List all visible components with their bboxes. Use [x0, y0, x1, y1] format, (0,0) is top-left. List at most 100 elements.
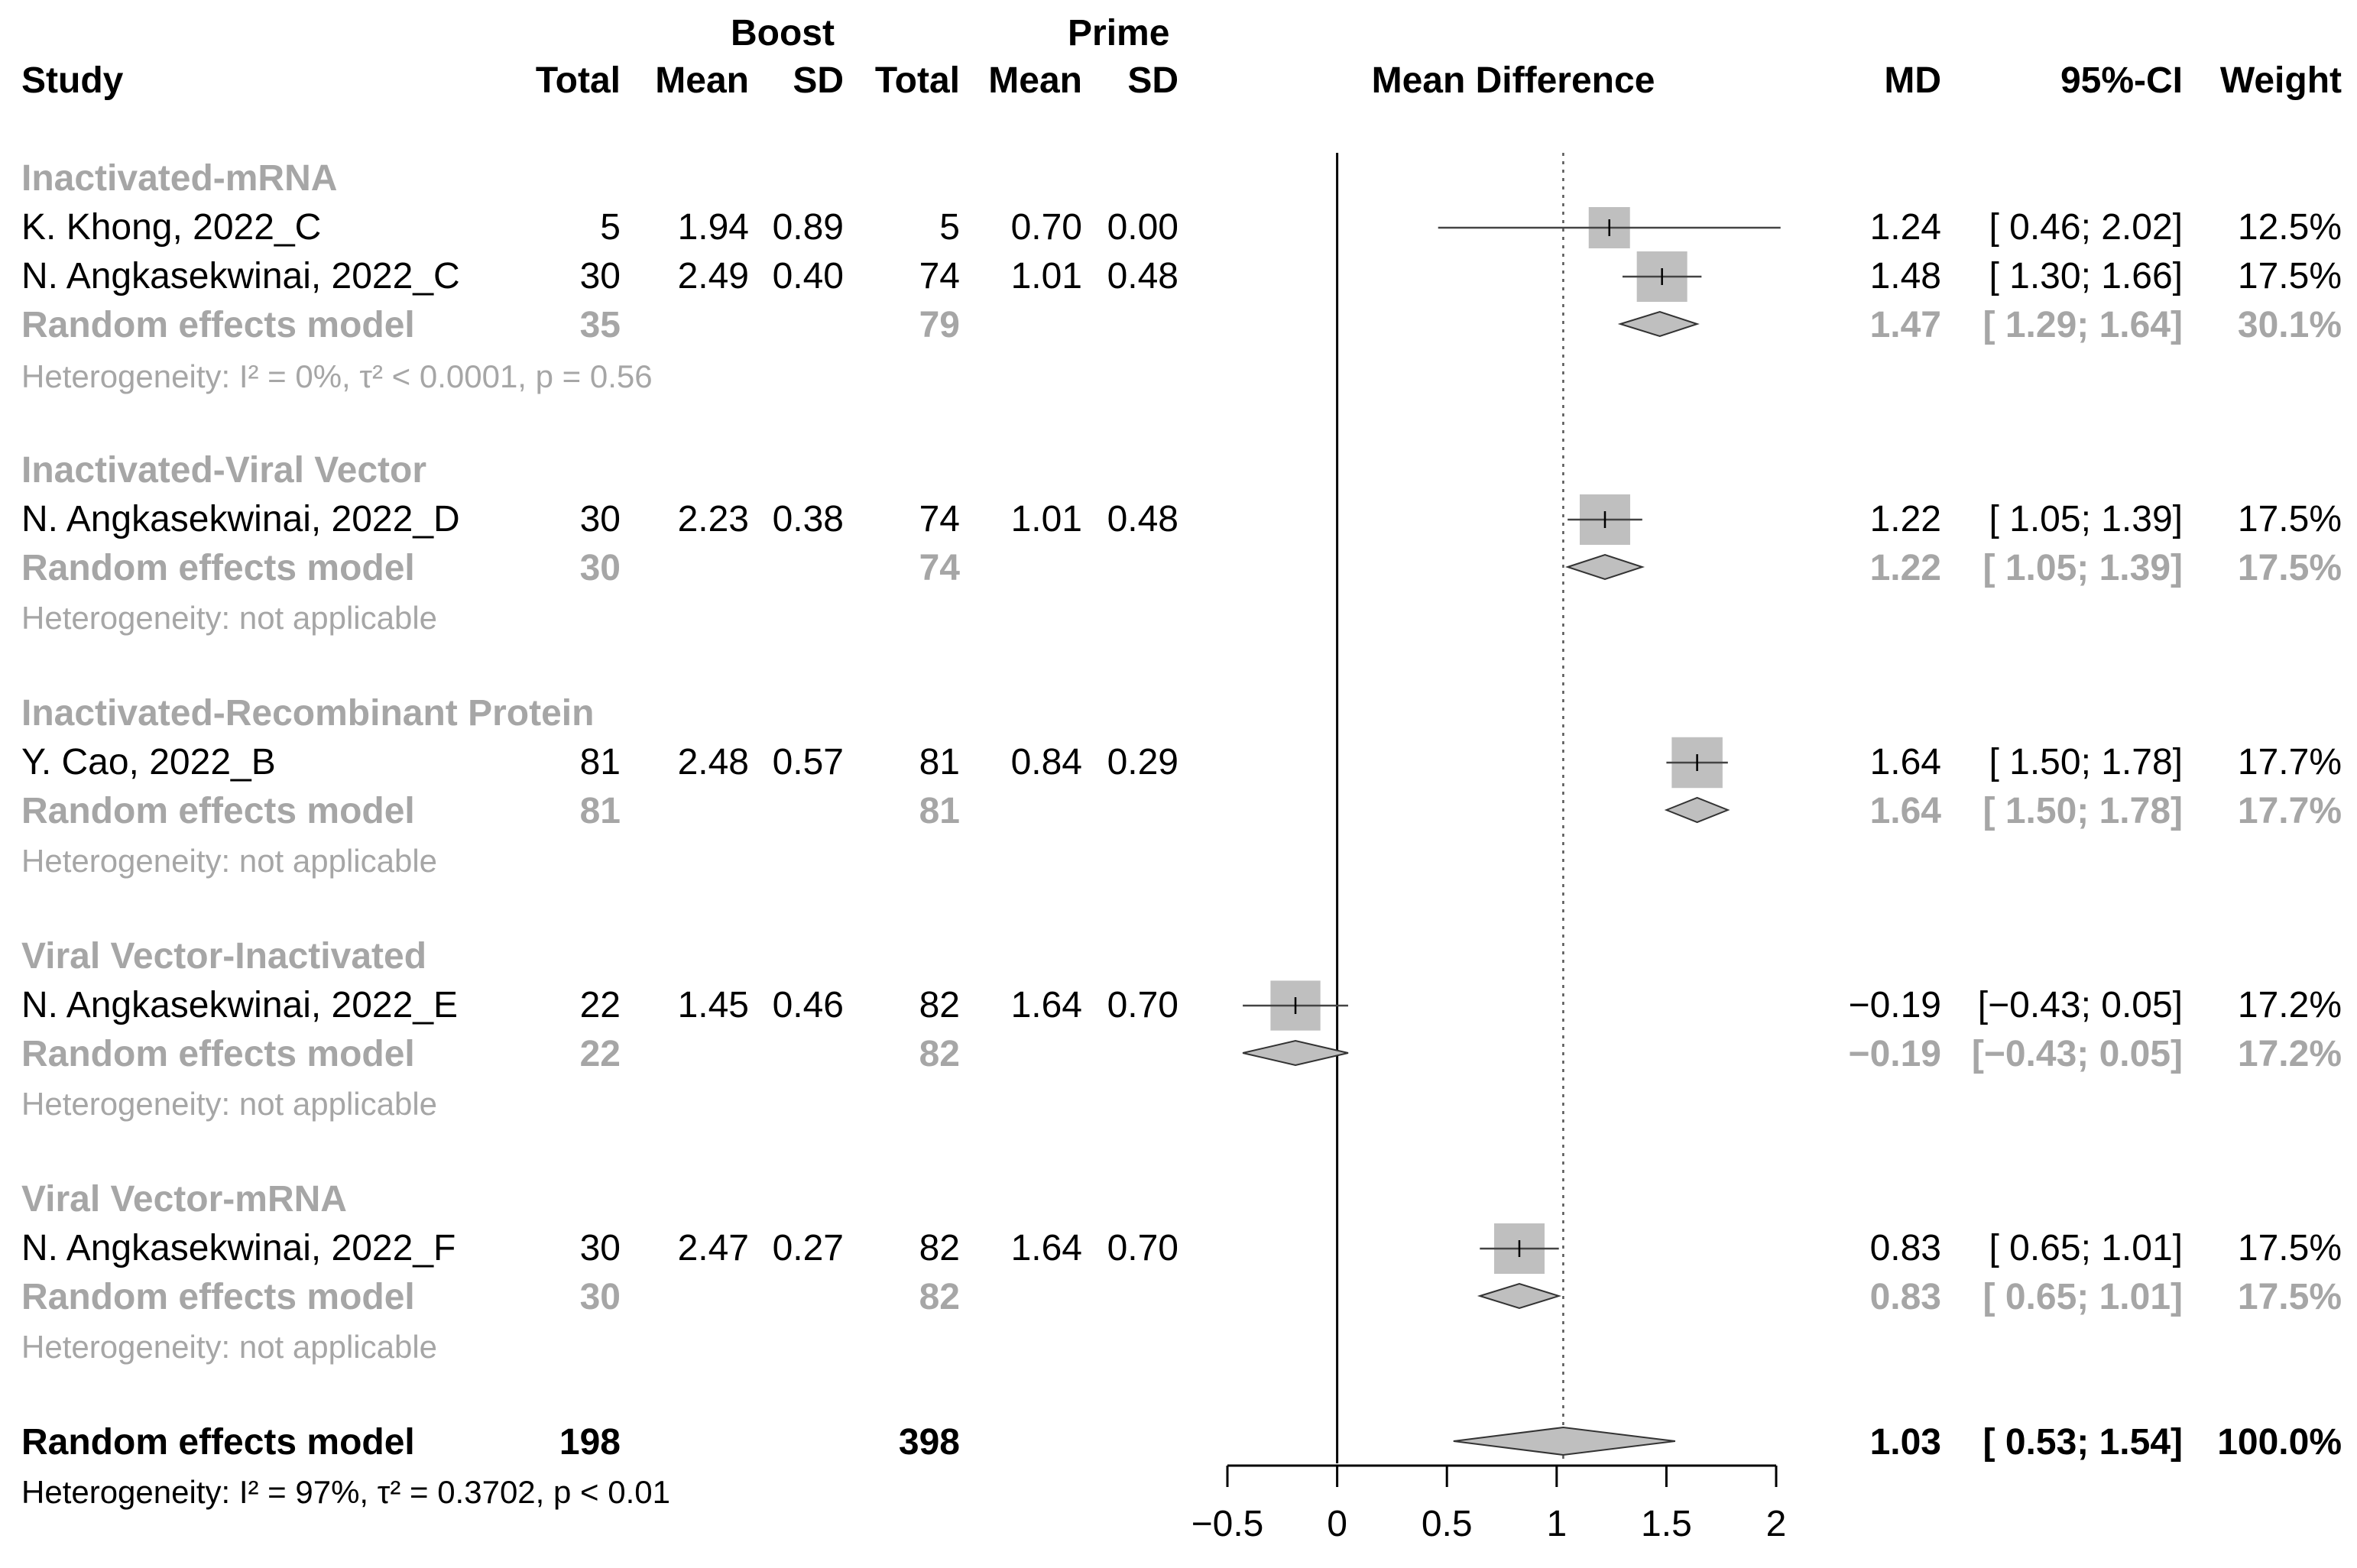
- header-study: Study: [21, 60, 124, 101]
- subgroup-ci: [−0.43; 0.05]: [1971, 1034, 2183, 1074]
- md-value: 1.24: [1869, 207, 1941, 248]
- overall-prime-total: 398: [898, 1422, 960, 1463]
- md-value: 1.48: [1869, 256, 1941, 296]
- prime-total: 74: [919, 499, 960, 539]
- subgroup-prime-total: 74: [919, 548, 960, 588]
- x-axis-tick-label: 0: [1327, 1504, 1347, 1544]
- subgroup-weight: 17.5%: [2237, 1277, 2342, 1317]
- header-prime: Prime: [1068, 13, 1170, 53]
- subgroup-prime-total: 79: [919, 305, 960, 345]
- ci-value: [ 0.65; 1.01]: [1989, 1228, 2183, 1268]
- study-label: N. Angkasekwinai, 2022_F: [21, 1228, 456, 1268]
- boost-sd: 0.27: [772, 1228, 844, 1268]
- weight-value: 17.7%: [2237, 742, 2342, 782]
- boost-mean: 2.49: [677, 256, 749, 296]
- ci-value: [ 1.05; 1.39]: [1989, 499, 2183, 539]
- subgroup-md: 0.83: [1869, 1277, 1941, 1317]
- x-axis-tick-label: 2: [1766, 1504, 1787, 1544]
- x-axis-tick-label: 1: [1546, 1504, 1567, 1544]
- prime-mean: 0.70: [1010, 207, 1082, 248]
- md-value: 1.22: [1869, 499, 1941, 539]
- prime-total: 82: [919, 1228, 960, 1268]
- subgroup-ci: [ 1.50; 1.78]: [1983, 791, 2183, 831]
- ci-value: [ 0.46; 2.02]: [1989, 207, 2183, 248]
- weight-value: 17.5%: [2237, 499, 2342, 539]
- group-label: Inactivated-mRNA: [21, 158, 338, 199]
- prime-total: 81: [919, 742, 960, 782]
- boost-mean: 2.47: [677, 1228, 749, 1268]
- boost-sd: 0.57: [772, 742, 844, 782]
- heterogeneity-text: Heterogeneity: not applicable: [21, 1086, 438, 1122]
- subgroup-md: −0.19: [1848, 1034, 1941, 1074]
- subgroup-prime-total: 82: [919, 1034, 960, 1074]
- header-md: MD: [1884, 60, 1941, 101]
- overall-boost-total: 198: [559, 1422, 621, 1463]
- heterogeneity-text: Heterogeneity: not applicable: [21, 1329, 438, 1365]
- prime-mean: 1.64: [1010, 1228, 1082, 1268]
- ci-value: [−0.43; 0.05]: [1977, 985, 2183, 1025]
- prime-total: 82: [919, 985, 960, 1025]
- boost-sd: 0.40: [772, 256, 844, 296]
- subgroup-md: 1.64: [1869, 791, 1941, 831]
- subgroup-prime-total: 81: [919, 791, 960, 831]
- subgroup-ci: [ 0.65; 1.01]: [1983, 1277, 2183, 1317]
- x-axis-tick-label: 1.5: [1641, 1504, 1692, 1544]
- subgroup-weight: 17.7%: [2237, 791, 2342, 831]
- x-axis-tick-label: 0.5: [1422, 1504, 1473, 1544]
- md-value: −0.19: [1848, 985, 1941, 1025]
- weight-value: 17.5%: [2237, 1228, 2342, 1268]
- prime-sd: 0.29: [1107, 742, 1178, 782]
- heterogeneity-text: Heterogeneity: not applicable: [21, 600, 438, 636]
- header-boost-total: Total: [535, 60, 621, 101]
- header-prime-mean: Mean: [988, 60, 1082, 101]
- subgroup-model-label: Random effects model: [21, 1277, 415, 1317]
- subgroup-model-label: Random effects model: [21, 1034, 415, 1074]
- overall-model-label: Random effects model: [21, 1422, 415, 1463]
- boost-total: 30: [579, 1228, 621, 1268]
- subgroup-summary-diamond: [1664, 796, 1730, 824]
- subgroup-model-label: Random effects model: [21, 305, 415, 345]
- subgroup-model-label: Random effects model: [21, 791, 415, 831]
- boost-total: 22: [579, 985, 621, 1025]
- boost-sd: 0.46: [772, 985, 844, 1025]
- subgroup-weight: 17.2%: [2237, 1034, 2342, 1074]
- study-label: N. Angkasekwinai, 2022_D: [21, 499, 460, 539]
- overall-heterogeneity-text: Heterogeneity: I² = 97%, τ² = 0.3702, p …: [21, 1474, 670, 1510]
- header-boost-mean: Mean: [655, 60, 749, 101]
- subgroup-weight: 17.5%: [2237, 548, 2342, 588]
- boost-mean: 1.94: [677, 207, 749, 248]
- boost-total: 81: [579, 742, 621, 782]
- md-value: 0.83: [1869, 1228, 1941, 1268]
- subgroup-md: 1.22: [1869, 548, 1941, 588]
- prime-total: 74: [919, 256, 960, 296]
- subgroup-boost-total: 30: [579, 1277, 621, 1317]
- study-label: Y. Cao, 2022_B: [21, 742, 276, 782]
- subgroup-summary-diamond: [1477, 1282, 1562, 1310]
- study-label: K. Khong, 2022_C: [21, 207, 322, 248]
- group-label: Viral Vector-Inactivated: [21, 936, 427, 977]
- overall-md: 1.03: [1869, 1422, 1941, 1463]
- weight-value: 12.5%: [2237, 207, 2342, 248]
- prime-mean: 1.64: [1010, 985, 1082, 1025]
- overall-summary-diamond: [1453, 1426, 1676, 1456]
- header-boost-sd: SD: [793, 60, 844, 101]
- heterogeneity-text: Heterogeneity: I² = 0%, τ² < 0.0001, p =…: [21, 358, 653, 394]
- header-mean-difference: Mean Difference: [1371, 60, 1655, 101]
- subgroup-summary-diamond: [1564, 553, 1645, 581]
- x-axis-tick-label: −0.5: [1191, 1504, 1264, 1544]
- header-prime-sd: SD: [1127, 60, 1178, 101]
- header-weight: Weight: [2219, 60, 2342, 101]
- prime-sd: 0.48: [1107, 499, 1178, 539]
- boost-total: 30: [579, 256, 621, 296]
- header-boost: Boost: [731, 13, 835, 53]
- subgroup-ci: [ 1.05; 1.39]: [1983, 548, 2183, 588]
- boost-mean: 2.48: [677, 742, 749, 782]
- study-label: N. Angkasekwinai, 2022_C: [21, 256, 460, 296]
- md-value: 1.64: [1869, 742, 1941, 782]
- prime-sd: 0.00: [1107, 207, 1178, 248]
- overall-weight: 100.0%: [2217, 1422, 2342, 1463]
- boost-total: 5: [600, 207, 621, 248]
- weight-value: 17.2%: [2237, 985, 2342, 1025]
- subgroup-ci: [ 1.29; 1.64]: [1983, 305, 2183, 345]
